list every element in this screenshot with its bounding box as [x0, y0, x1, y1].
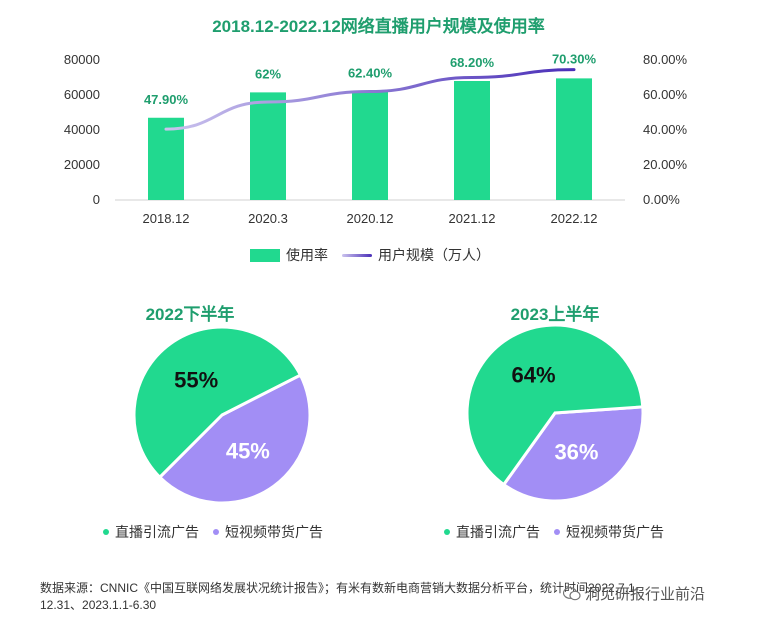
y-left-tick-label: 20000: [64, 157, 100, 172]
pie2-legend-item-1: 直播引流广告: [444, 522, 540, 542]
bar: [352, 91, 388, 200]
pie1-legend-label-1: 直播引流广告: [115, 524, 199, 540]
pie1-legend-item-2: 短视频带货广告: [213, 522, 323, 542]
data-label: 62.40%: [348, 66, 393, 81]
x-tick-label: 2020.12: [347, 211, 394, 226]
pie2-title: 2023上半年: [510, 305, 600, 324]
pie2-legend-label-2: 短视频带货广告: [566, 524, 664, 540]
bar: [556, 78, 592, 200]
watermark: 洞见研报行业前沿: [563, 583, 705, 604]
legend-line-label: 用户规模（万人）: [378, 247, 490, 263]
data-label: 62%: [255, 66, 281, 81]
data-label: 47.90%: [144, 92, 189, 107]
pie1-value-label: 55%: [174, 367, 218, 392]
watermark-text: 洞见研报行业前沿: [585, 586, 706, 603]
x-tick-label: 2022.12: [551, 211, 598, 226]
pie2-slice: [465, 323, 645, 487]
pie2-legend-label-1: 直播引流广告: [456, 524, 540, 540]
y-left-tick-label: 40000: [64, 122, 100, 137]
pie1-slice: [132, 325, 303, 480]
pie1-value-label: 45%: [226, 439, 270, 464]
y-right-tick-label: 60.00%: [643, 87, 688, 102]
chart-legend: 使用率 用户规模（万人）: [250, 245, 490, 265]
chart-title: 2018.12-2022.12网络直播用户规模及使用率: [212, 17, 545, 36]
pie2-slice: [501, 405, 645, 503]
line-swatch: [342, 253, 372, 257]
bar-swatch: [250, 248, 280, 262]
pie1-title: 2022下半年: [145, 305, 235, 324]
y-right-tick-label: 80.00%: [643, 52, 688, 67]
source-line-2: 12.31、2023.1.1-6.30: [40, 598, 157, 612]
combo-chart: 0 20000 40000 60000 80000 0.00% 20.00% 40.00% 60…: [64, 52, 688, 226]
y-right-tick-label: 0.00%: [643, 192, 680, 207]
legend-item-bar: 使用率: [250, 245, 328, 265]
pie1-slice: [157, 373, 312, 505]
pie2-value-label: 64%: [512, 363, 556, 388]
y-right-tick-label: 40.00%: [643, 122, 688, 137]
green-dot-icon: [103, 529, 109, 535]
bar: [250, 92, 286, 200]
y-right-tick-label: 20.00%: [643, 157, 688, 172]
pie1-legend-item-1: 直播引流广告: [103, 522, 199, 542]
data-label: 68.20%: [450, 55, 495, 70]
series-line: [164, 68, 576, 131]
x-tick-label: 2021.12: [449, 211, 496, 226]
data-label: 70.30%: [552, 52, 597, 67]
pie2-legend: 直播引流广告 短视频带货广告: [444, 522, 664, 542]
source-note: 数据来源：CNNIC《中国互联网络发展状况统计报告》；有米有数新电商营销大数据分…: [40, 580, 740, 614]
x-tick-label: 2020.3: [248, 211, 288, 226]
pie2-value-label: 36%: [554, 439, 598, 464]
purple-dot-icon: [554, 529, 560, 535]
purple-dot-icon: [213, 529, 219, 535]
bar: [454, 81, 490, 200]
green-dot-icon: [444, 529, 450, 535]
legend-bar-label: 使用率: [286, 247, 328, 263]
y-left-tick-label: 0: [93, 192, 100, 207]
pie1-legend: 直播引流广告 短视频带货广告: [103, 522, 323, 542]
legend-item-line: 用户规模（万人）: [342, 245, 490, 265]
y-left-tick-label: 60000: [64, 87, 100, 102]
x-tick-label: 2018.12: [143, 211, 190, 226]
pie-charts: 45% 55% 36% 64%: [132, 323, 645, 505]
pie1-legend-label-2: 短视频带货广告: [225, 524, 323, 540]
source-line-1: 数据来源：CNNIC《中国互联网络发展状况统计报告》；有米有数新电商营销大数据分…: [40, 581, 639, 595]
pie2-legend-item-2: 短视频带货广告: [554, 522, 664, 542]
y-left-tick-label: 80000: [64, 52, 100, 67]
wechat-icon: [563, 586, 581, 600]
bar: [148, 117, 184, 200]
